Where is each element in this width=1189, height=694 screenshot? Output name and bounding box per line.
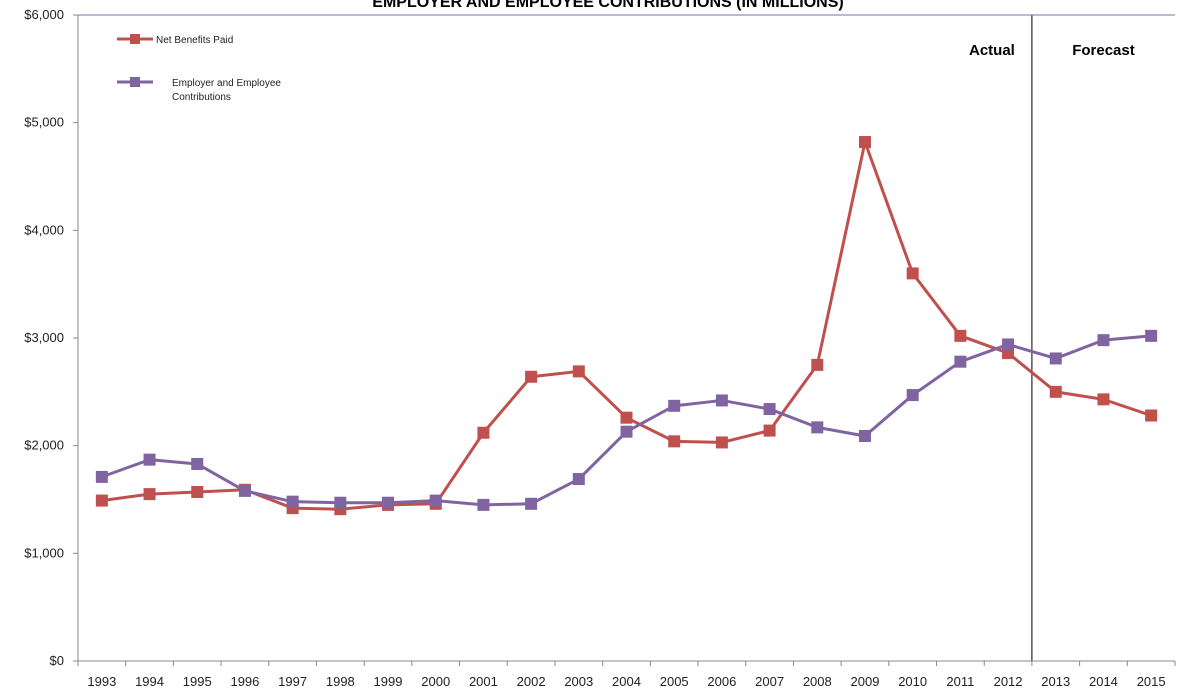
x-tick-label: 2015 (1137, 674, 1166, 689)
series-group (95, 136, 1158, 516)
x-tick-label: 2007 (755, 674, 784, 689)
data-point-net-benefits-paid (858, 136, 871, 149)
data-point-contributions (572, 473, 585, 486)
x-tick-label: 2003 (564, 674, 593, 689)
x-tick-label: 2013 (1041, 674, 1070, 689)
x-tick-label: 2002 (517, 674, 546, 689)
data-point-contributions (954, 355, 967, 368)
data-point-contributions (1049, 352, 1062, 365)
y-tick-label: $5,000 (24, 115, 64, 130)
data-point-net-benefits-paid (525, 370, 538, 383)
data-point-net-benefits-paid (191, 485, 204, 498)
x-tick-label: 2014 (1089, 674, 1118, 689)
data-point-contributions (1002, 338, 1015, 351)
x-axis-ticks: 1993 1994 1995 1996 1997 1998 1999 2000 2001 2002… (77, 661, 1176, 689)
data-point-net-benefits-paid (668, 435, 681, 448)
legend: Net Benefits Paid Employer and Employee Co… (117, 34, 281, 103)
x-tick-label: 2012 (994, 674, 1023, 689)
data-point-contributions (525, 497, 538, 510)
data-point-contributions (858, 429, 871, 442)
y-tick-label: $3,000 (24, 330, 64, 345)
data-point-net-benefits-paid (763, 424, 776, 437)
data-point-contributions (382, 496, 395, 509)
data-point-net-benefits-paid (811, 358, 824, 371)
data-point-contributions (429, 494, 442, 507)
data-point-contributions (715, 394, 728, 407)
data-point-contributions (334, 496, 347, 509)
x-tick-label: 1994 (135, 674, 164, 689)
y-axis-ticks: $0 $1,000 $2,000 $3,000 $4,000 $5,000 $6,000 (24, 7, 78, 668)
chart-labels: EMPLOYER AND EMPLOYEE CONTRIBUTIONS (IN … (372, 0, 1134, 59)
data-point-net-benefits-paid (1097, 393, 1110, 406)
x-tick-label: 1993 (87, 674, 116, 689)
data-point-net-benefits-paid (572, 365, 585, 378)
y-tick-label: $1,000 (24, 545, 64, 560)
x-tick-label: 2008 (803, 674, 832, 689)
data-point-net-benefits-paid (477, 426, 490, 439)
x-tick-label: 2000 (421, 674, 450, 689)
x-tick-label: 1995 (183, 674, 212, 689)
data-point-contributions (620, 425, 633, 438)
data-point-contributions (668, 399, 681, 412)
x-tick-label: 2001 (469, 674, 498, 689)
y-tick-label: $6,000 (24, 7, 64, 22)
series-line-net-benefits-paid (101, 140, 1152, 511)
data-point-contributions (143, 453, 156, 466)
data-point-contributions (906, 389, 919, 402)
data-point-net-benefits-paid (143, 488, 156, 501)
axes (77, 14, 1175, 662)
data-point-contributions (191, 457, 204, 470)
data-point-net-benefits-paid (95, 494, 108, 507)
x-tick-label: 1999 (374, 674, 403, 689)
data-point-contributions (238, 484, 251, 497)
legend-marker-net-benefits-paid (130, 34, 140, 44)
data-point-net-benefits-paid (715, 436, 728, 449)
data-point-contributions (95, 470, 108, 483)
data-point-contributions (286, 495, 299, 508)
legend-label-contributions-line2: Contributions (172, 92, 231, 103)
data-point-contributions (1097, 334, 1110, 347)
data-point-net-benefits-paid (1145, 409, 1158, 422)
y-tick-label: $4,000 (24, 222, 64, 237)
x-tick-label: 2004 (612, 674, 641, 689)
y-tick-label: $2,000 (24, 438, 64, 453)
data-point-net-benefits-paid (954, 329, 967, 342)
x-tick-label: 2011 (946, 674, 974, 689)
region-label-actual: Actual (969, 42, 1015, 59)
x-tick-label: 2010 (898, 674, 927, 689)
x-tick-label: 1996 (230, 674, 259, 689)
y-tick-label: $0 (50, 653, 64, 668)
x-tick-label: 1998 (326, 674, 355, 689)
data-point-contributions (811, 421, 824, 434)
x-tick-label: 2009 (851, 674, 880, 689)
data-point-net-benefits-paid (906, 267, 919, 280)
legend-marker-contributions (130, 77, 140, 87)
x-tick-label: 2005 (660, 674, 689, 689)
data-point-contributions (763, 403, 776, 416)
region-label-forecast: Forecast (1072, 42, 1135, 59)
data-point-net-benefits-paid (620, 411, 633, 424)
chart-title: EMPLOYER AND EMPLOYEE CONTRIBUTIONS (IN … (372, 0, 843, 11)
data-point-net-benefits-paid (1049, 385, 1062, 398)
legend-label-net-benefits-paid: Net Benefits Paid (156, 35, 233, 46)
x-tick-label: 2006 (707, 674, 736, 689)
legend-label-contributions-line1: Employer and Employee (172, 78, 281, 89)
data-point-contributions (1145, 329, 1158, 342)
data-point-contributions (477, 498, 490, 511)
x-tick-label: 1997 (278, 674, 307, 689)
